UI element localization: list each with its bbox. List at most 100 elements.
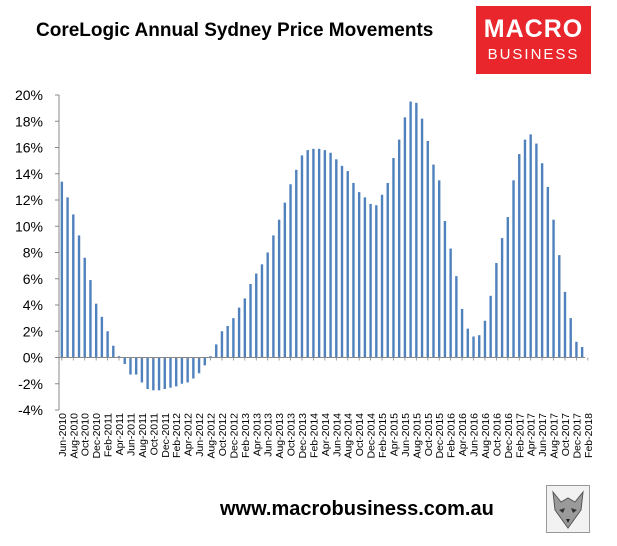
bar [500,238,504,358]
bar [449,248,452,358]
bar [83,257,86,358]
x-tick-label: Feb-2011 [103,413,115,457]
x-tick-label: Aug-2012 [206,413,218,459]
x-tick-label: Feb-2014 [308,413,320,458]
bar [489,295,492,358]
y-axis: -4% -2% 0% 2% 4% 6% 8% 10% 12% 14% 16% 18% 20% [15,87,59,418]
bar [175,357,178,387]
x-tick-label: Oct-2016 [491,413,503,456]
x-tick-label: Feb-2013 [240,413,252,458]
x-tick-label: Feb-2012 [171,413,183,458]
bar [295,169,298,358]
bar [300,155,304,358]
bar [226,326,229,358]
bar [60,181,64,358]
x-tick-label: Dec-2014 [366,413,378,459]
bar [369,203,372,358]
wolf-logo-icon [546,485,590,533]
bar [129,357,132,375]
x-tick-label: Apr-2013 [251,413,263,456]
x-tick-label: Aug-2016 [480,413,492,459]
bar [106,331,109,358]
bar [335,159,338,358]
bar [478,335,481,358]
x-tick-label: Oct-2012 [217,413,229,456]
bar [163,357,166,389]
y-tick-label: 18% [15,113,43,129]
x-tick-label: Oct-2013 [286,413,298,456]
x-tick-label: Aug-2017 [549,413,561,459]
chart-title: CoreLogic Annual Sydney Price Movements [36,20,434,41]
x-tick-label: Aug-2011 [137,413,149,458]
x-tick-label: Jun-2011 [125,413,137,456]
bar [112,345,115,358]
bar [472,336,475,358]
bar [386,182,389,358]
bar [340,165,344,358]
bar [255,273,258,358]
bar [580,347,584,358]
bar [523,139,527,358]
x-tick-label: Apr-2014 [320,413,332,456]
bar [243,298,247,358]
y-tick-label: -4% [18,402,43,418]
x-tick-label: Oct-2011 [148,413,160,456]
x-tick-label: Jun-2013 [263,413,275,457]
x-tick-label: Aug-2010 [68,413,80,459]
bar [397,139,401,358]
bar [260,264,264,358]
x-tick-label: Feb-2018 [583,413,595,458]
logo-line-macro: MACRO [483,15,584,43]
bar [352,182,355,358]
bar [552,219,555,358]
x-tick-label: Apr-2016 [457,413,469,456]
x-tick-label: Apr-2015 [388,413,400,456]
x-tick-label: Apr-2011 [114,413,126,456]
bar [415,102,418,358]
bar [563,291,567,358]
bar [546,186,550,358]
bar [317,148,321,358]
bar [329,152,332,358]
bar [277,219,281,358]
x-tick-label: Feb-2017 [514,413,526,458]
bar [180,357,184,384]
bar [426,140,429,358]
bar [266,252,269,358]
bar [209,356,212,358]
x-tick-label: Oct-2010 [80,413,92,456]
website-url[interactable]: www.macrobusiness.com.au [220,498,494,520]
bar [152,357,155,391]
bar [569,318,572,358]
bar [237,307,241,358]
bar [283,202,287,358]
x-tick-label: Jun-2017 [537,413,549,457]
x-tick-label: Oct-2015 [423,413,435,456]
bar [466,328,469,358]
bar-series [60,101,584,391]
bar [157,357,161,391]
bar [518,154,521,358]
bar [363,197,367,358]
x-tick-label: Jun-2014 [331,413,343,457]
bar [392,158,395,358]
bar [77,235,81,358]
x-tick-label: Feb-2015 [377,413,389,458]
x-tick-label: Aug-2014 [343,413,355,459]
x-tick-label: Jun-2012 [194,413,206,457]
x-tick-label: Jun-2016 [469,413,481,457]
x-tick-label: Oct-2017 [560,413,572,456]
bar [403,117,407,358]
bar [432,164,435,358]
x-tick-label: Jun-2015 [400,413,412,457]
y-tick-label: 8% [23,245,43,261]
x-tick-label: Jun-2010 [57,413,69,457]
x-tick-label: Apr-2012 [183,413,195,456]
x-tick-label: Aug-2013 [274,413,286,459]
bar [443,221,447,358]
y-tick-label: 20% [15,87,43,103]
bar [346,171,349,358]
bar [134,357,138,375]
bar [272,235,275,358]
macrobusiness-logo[interactable]: MACRO BUSINESS [476,6,591,74]
